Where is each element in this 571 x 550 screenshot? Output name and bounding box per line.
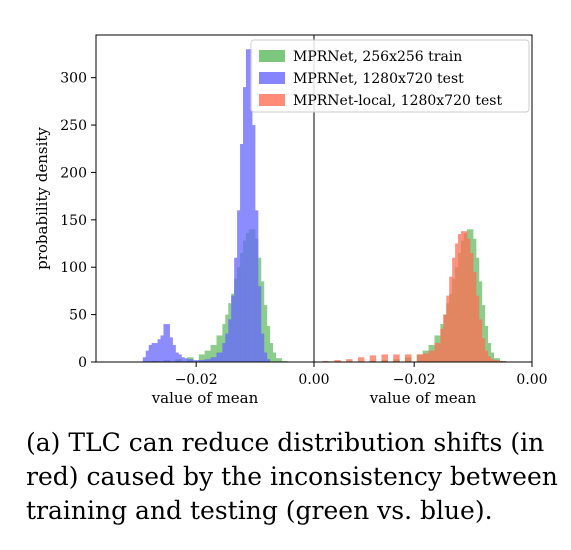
histogram-bar — [198, 360, 206, 362]
histogram-bar — [254, 286, 262, 362]
histogram-bar — [493, 360, 500, 362]
histogram-bar — [204, 350, 212, 362]
caption-line-1: (a) TLC can reduce distribution shifts (… — [26, 428, 545, 457]
y-tick-label: 50 — [69, 308, 87, 324]
histogram-bar — [357, 357, 365, 362]
histogram-bar — [422, 353, 430, 362]
histogram-bar — [346, 359, 353, 362]
x-tick-label: −0.02 — [175, 372, 218, 388]
y-tick-label: 200 — [60, 165, 87, 181]
x-axis-label: value of mean — [151, 389, 259, 407]
series-1-bars — [369, 229, 506, 362]
histogram-bar — [260, 352, 268, 362]
histogram-bar — [334, 360, 341, 362]
histogram-bar — [487, 359, 494, 362]
axes-frame — [313, 34, 533, 363]
histogram-bar — [369, 355, 377, 362]
histogram-bar — [416, 354, 424, 362]
series-3-bars — [322, 231, 512, 362]
y-tick-label: 250 — [60, 118, 87, 134]
histogram-bar — [257, 333, 265, 362]
histogram-bar — [216, 352, 223, 362]
histogram-bar — [210, 344, 218, 362]
histogram-bar — [198, 354, 206, 362]
histogram-bar — [381, 354, 388, 362]
y-axis-label: probability density — [33, 127, 51, 270]
y-tick-label: 0 — [78, 355, 87, 371]
histogram-bar — [428, 350, 436, 362]
figure-caption: (a) TLC can reduce distribution shifts (… — [26, 426, 566, 528]
histogram-bar — [269, 352, 276, 362]
legend-swatch — [259, 94, 285, 106]
caption-line-3: training and testing (green vs. blue). — [26, 496, 493, 525]
left-histogram-panel: −0.02 0.00 value of mean 0 50 100 150 200 250 300… — [33, 34, 330, 407]
histogram-bar — [405, 354, 412, 362]
histogram-bar — [263, 359, 271, 362]
y-tick-label: 100 — [60, 260, 87, 276]
histogram-bar — [204, 359, 212, 362]
series-2-bars — [142, 49, 271, 362]
histogram-bar — [275, 358, 282, 362]
x-axis-label: value of mean — [369, 389, 477, 407]
histogram-bar — [434, 343, 441, 362]
histogram-bar — [393, 354, 400, 362]
histogram-bar — [478, 338, 486, 362]
legend-swatch — [259, 50, 285, 62]
legend: MPRNet, 256x256 train MPRNet, 1280x720 te… — [250, 39, 530, 113]
y-tick-label: 300 — [60, 71, 87, 87]
histogram-bar — [216, 335, 223, 362]
right-histogram-panel: −0.02 0.00 value of mean — [313, 34, 548, 407]
histogram-figure: −0.02 0.00 value of mean 0 50 100 150 200 250 300… — [33, 34, 548, 407]
x-tick-label: −0.02 — [393, 372, 436, 388]
histogram-bar — [181, 358, 188, 362]
histogram-bar — [187, 359, 194, 362]
y-tick-label: 150 — [60, 213, 87, 229]
legend-label: MPRNet, 1280x720 test — [293, 71, 464, 87]
histogram-bar — [210, 357, 218, 362]
legend-swatch — [259, 72, 285, 84]
x-tick-label: 0.00 — [516, 372, 547, 388]
caption-line-2: red) caused by the inconsistency between — [26, 462, 558, 491]
legend-label: MPRNet, 256x256 train — [293, 49, 462, 65]
histogram-bar — [192, 360, 200, 362]
legend-label: MPRNet-local, 1280x720 test — [293, 93, 502, 109]
legend-box — [250, 39, 530, 113]
x-tick-label: 0.00 — [298, 372, 329, 388]
